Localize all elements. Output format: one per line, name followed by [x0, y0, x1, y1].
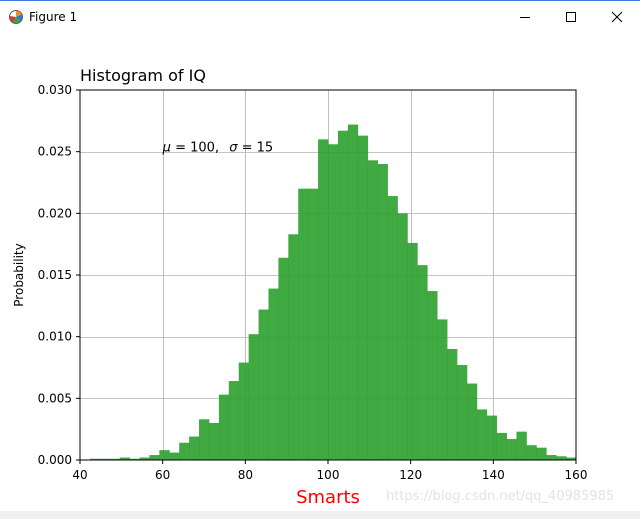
histogram-bar — [337, 130, 349, 460]
histogram-bar — [447, 349, 458, 460]
histogram-bar — [466, 383, 478, 460]
y-tick-label: 0.030 — [38, 83, 72, 97]
histogram-bar — [486, 415, 498, 460]
figure-canvas: 40 60 80 100 120 140 160 0.000 0.005 0.010 0.015 0… — [0, 32, 640, 515]
histogram-bar — [328, 144, 339, 460]
annotation-sigma-value: = 15 — [242, 141, 274, 156]
window-title: Figure 1 — [29, 10, 78, 24]
y-tick-label: 0.000 — [38, 453, 72, 467]
histogram-bar — [268, 288, 279, 460]
y-axis-label: Probability — [12, 243, 26, 306]
histogram-bar — [139, 457, 150, 460]
histogram-bar — [159, 450, 170, 460]
histogram-bar — [536, 447, 547, 460]
histogram-bar — [506, 439, 517, 460]
close-icon — [611, 11, 623, 22]
x-tick-label: 120 — [399, 468, 422, 482]
window-bottom-edge — [0, 511, 640, 515]
histogram-bar — [397, 213, 408, 460]
histogram-bar — [516, 431, 527, 460]
histogram-bar — [586, 459, 596, 460]
histogram-bar — [456, 365, 468, 460]
histogram-bar — [208, 423, 220, 460]
histogram-bar — [248, 334, 259, 460]
histogram-bar — [566, 457, 576, 460]
histogram-bars — [89, 124, 596, 460]
histogram-bar — [526, 445, 537, 460]
histogram-bar — [367, 160, 378, 460]
histogram-bar — [129, 458, 140, 460]
annotation-mu: μ — [162, 141, 171, 156]
histogram-bar — [278, 257, 289, 460]
histogram-bar — [179, 442, 190, 460]
histogram-bar — [189, 436, 200, 460]
y-axis-ticks: 0.000 0.005 0.010 0.015 0.020 0.025 0.030 — [38, 83, 80, 467]
histogram-bar — [576, 459, 586, 460]
matplotlib-figure-icon — [8, 9, 24, 25]
maximize-button[interactable] — [548, 1, 594, 32]
histogram-bar — [546, 455, 557, 460]
histogram-bar — [318, 139, 329, 460]
x-axis-ticks: 40 60 80 100 120 140 160 — [72, 460, 587, 482]
histogram-bar — [238, 362, 250, 460]
histogram-bar — [357, 135, 369, 460]
minimize-button[interactable] — [502, 1, 548, 32]
minimize-icon — [520, 16, 530, 18]
y-tick-label: 0.015 — [38, 268, 72, 282]
y-tick-label: 0.005 — [38, 391, 72, 405]
histogram-bar — [149, 455, 160, 460]
histogram-bar — [258, 309, 269, 460]
distribution-annotation: μ = 100, σ = 15 — [162, 141, 274, 156]
x-tick-label: 60 — [155, 468, 170, 482]
histogram-bar — [437, 319, 448, 460]
x-tick-label: 160 — [565, 468, 588, 482]
close-button[interactable] — [594, 1, 640, 32]
histogram-bar — [199, 419, 210, 460]
x-tick-label: 140 — [482, 468, 505, 482]
watermark-text: https://blog.csdn.net/qq_40985985 — [386, 489, 615, 504]
histogram-bar — [99, 458, 111, 460]
histogram-bar — [377, 164, 388, 460]
histogram-chart: 40 60 80 100 120 140 160 0.0000.0050.0100.0150… — [12, 66, 596, 508]
x-tick-label: 40 — [72, 468, 87, 482]
annotation-mu-value: = 100, — [175, 141, 219, 156]
histogram-bar — [228, 381, 240, 460]
histogram-bar — [89, 458, 101, 460]
histogram-bar — [109, 458, 121, 460]
histogram-bar — [218, 394, 230, 460]
histogram-bar — [169, 452, 180, 460]
annotation-sigma: σ — [229, 141, 238, 156]
y-tick-label: 0.025 — [38, 145, 72, 159]
histogram-bar — [347, 124, 359, 460]
histogram-bar — [476, 409, 488, 460]
x-tick-label: 100 — [317, 468, 340, 482]
x-axis-label: Smarts — [296, 487, 360, 508]
histogram-bar — [119, 457, 130, 460]
histogram-bar — [298, 188, 309, 460]
histogram-bar — [427, 291, 438, 460]
histogram-bar — [288, 234, 299, 460]
maximize-icon — [566, 11, 576, 22]
histogram-bar — [387, 196, 398, 460]
histogram-bar — [407, 242, 418, 460]
window-titlebar[interactable]: Figure 1 — [0, 0, 640, 32]
histogram-bar — [496, 432, 507, 460]
histogram-bar — [417, 265, 428, 460]
y-tick-label: 0.010 — [38, 330, 72, 344]
histogram-bar — [556, 456, 567, 460]
x-tick-label: 80 — [238, 468, 253, 482]
histogram-bar — [308, 188, 319, 460]
y-tick-label: 0.020 — [38, 206, 72, 220]
chart-title: Histogram of IQ — [80, 66, 206, 85]
